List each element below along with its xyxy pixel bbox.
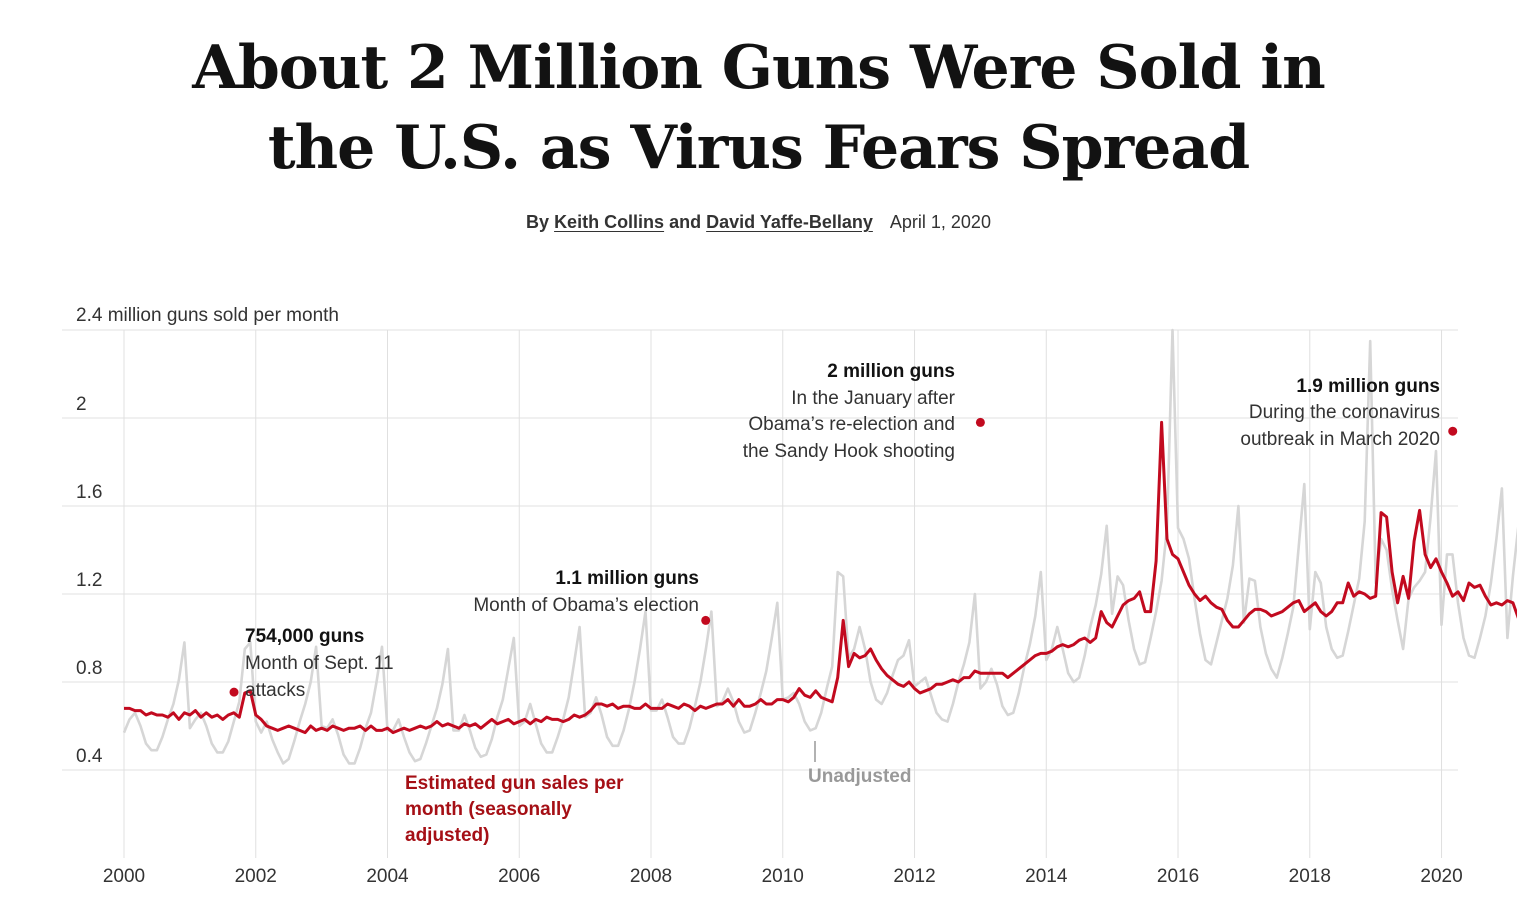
annotation-title: 1.1 million guns [555, 568, 699, 589]
annotation-point [1448, 426, 1458, 436]
author-link-keith-collins[interactable]: Keith Collins [554, 212, 665, 232]
author-link-david-yaffe-bellany[interactable]: David Yaffe-Bellany [706, 212, 873, 232]
adjusted-label-line-1: Estimated gun sales per [405, 773, 624, 794]
gridlines [62, 329, 1458, 858]
annotation-text: During the coronavirus [1249, 402, 1440, 423]
annotation-text: the Sandy Hook shooting [743, 441, 955, 462]
annotation-text: outbreak in March 2020 [1240, 429, 1440, 450]
headline-line-2: the U.S. as Virus Fears Spread [267, 113, 1250, 183]
x-axis-ticks: 2000 2002 2004 2006 2008 2010 2012 2014 2016 2018… [103, 866, 1463, 887]
publish-date: April 1, 2020 [889, 212, 991, 232]
unadjusted-series-line [122, 328, 1517, 765]
x-tick-label: 2008 [630, 866, 672, 887]
x-tick-label: 2006 [498, 866, 540, 887]
annotation-text: Month of Sept. 11 [245, 653, 394, 674]
y-tick-label: 0.4 [76, 746, 103, 767]
adjusted-series-label: Estimated gun sales per month (seasonall… [405, 773, 629, 846]
y-tick-label: 1.6 [76, 482, 102, 503]
annotation-point [701, 615, 711, 625]
x-tick-label: 2014 [1025, 866, 1068, 887]
annotation-sept-11: 754,000 guns Month of Sept. 11 attacks [245, 626, 394, 701]
headline-line-1: About 2 Million Guns Were Sold in [192, 33, 1325, 103]
y-tick-label: 1.2 [76, 570, 102, 591]
x-tick-label: 2016 [1157, 866, 1199, 887]
annotation-text: attacks [245, 680, 305, 701]
headline: About 2 Million Guns Were Sold in the U.… [0, 28, 1517, 188]
annotation-title: 754,000 guns [245, 626, 364, 647]
annotation-title: 2 million guns [827, 361, 955, 382]
annotation-text: Obama’s re-election and [748, 414, 955, 435]
y-axis-unit-label: 2.4 million guns sold per month [76, 305, 339, 326]
annotation-text: In the January after [791, 388, 955, 409]
x-tick-label: 2018 [1289, 866, 1331, 887]
annotation-title: 1.9 million guns [1296, 376, 1440, 397]
unadjusted-series-label: Unadjusted [808, 766, 911, 787]
y-axis-ticks: 0.4 0.8 1.2 1.6 2 [76, 394, 103, 767]
x-tick-label: 2010 [762, 866, 804, 887]
annotation-obama-election: 1.1 million guns Month of Obama’s electi… [473, 568, 699, 616]
byline-by: By [526, 212, 550, 232]
adjusted-label-line-2: month (seasonally [405, 799, 572, 820]
adjusted-label-line-3: adjusted) [405, 825, 489, 846]
x-tick-label: 2020 [1420, 866, 1462, 887]
x-tick-label: 2000 [103, 866, 145, 887]
adjusted-series-line [124, 420, 1517, 735]
byline-and: and [669, 212, 702, 232]
x-tick-label: 2004 [366, 866, 409, 887]
annotation-sandy-hook: 2 million guns In the January after Obam… [743, 361, 956, 462]
y-tick-label: 2 [76, 394, 87, 415]
annotation-point [229, 687, 239, 697]
annotation-text: Month of Obama’s election [473, 595, 699, 616]
x-tick-label: 2002 [235, 866, 277, 887]
byline: By Keith Collins and David Yaffe-Bellany… [0, 212, 1517, 233]
annotation-coronavirus: 1.9 million guns During the coronavirus … [1240, 376, 1440, 450]
annotation-points [229, 417, 1458, 697]
annotation-point [975, 417, 985, 427]
x-tick-label: 2012 [893, 866, 935, 887]
y-tick-label: 0.8 [76, 658, 102, 679]
